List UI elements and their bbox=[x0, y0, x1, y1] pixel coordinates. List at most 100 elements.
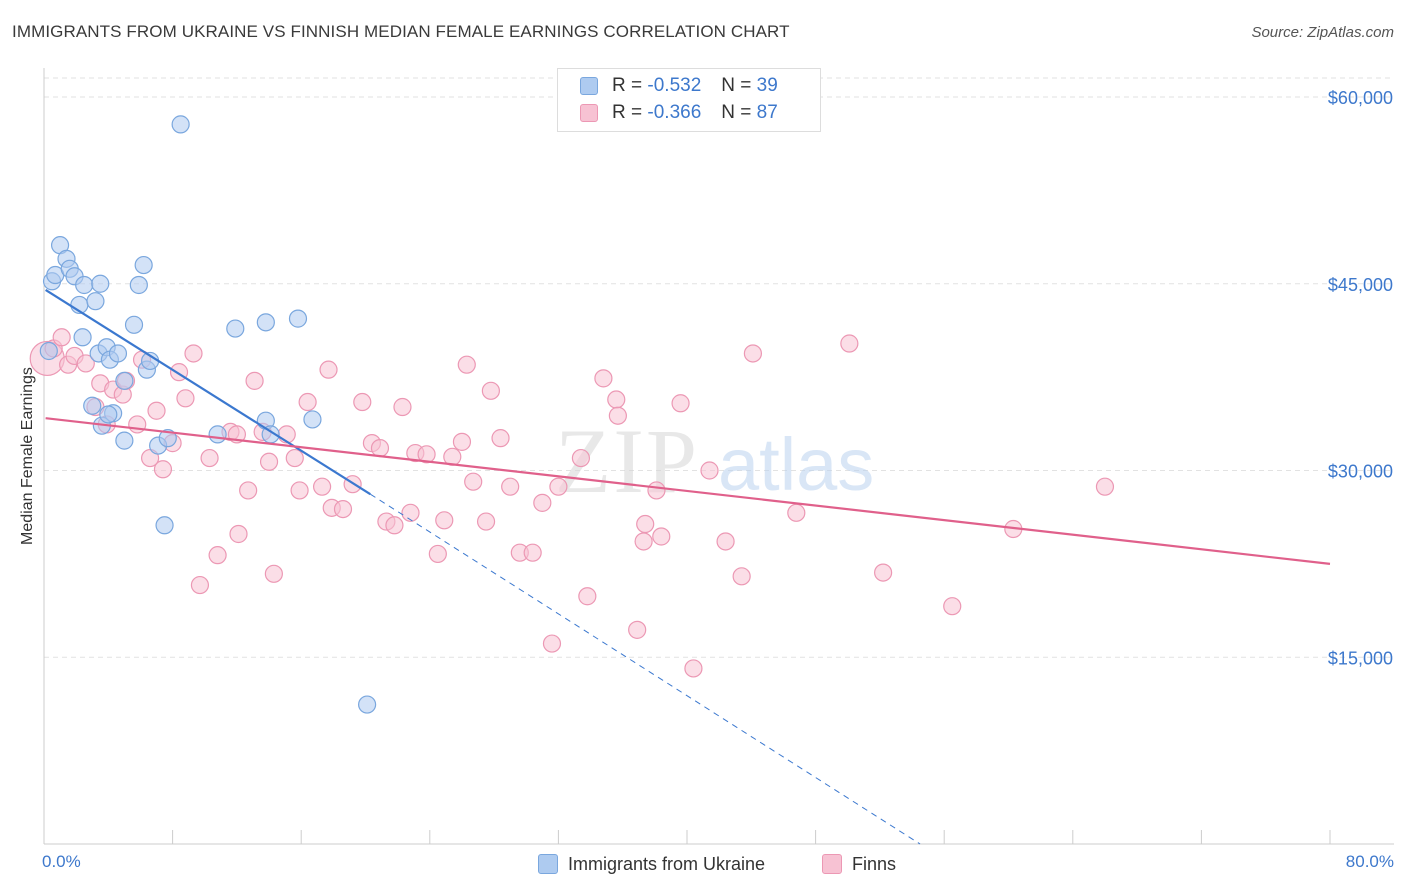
x-tick-min: 0.0% bbox=[42, 852, 81, 871]
r-label: R = bbox=[612, 102, 643, 123]
finns-point bbox=[491, 429, 510, 448]
n-label: N = bbox=[721, 102, 752, 123]
finns-point bbox=[501, 477, 520, 496]
y-tick-labels: $60,000 $45,000 $30,000 $15,000 bbox=[1328, 88, 1393, 668]
finns-point bbox=[290, 481, 309, 500]
finns-point bbox=[312, 477, 332, 496]
r-label: R = bbox=[612, 75, 643, 96]
finns-point bbox=[840, 334, 859, 353]
ukraine-point bbox=[73, 328, 92, 347]
stats-row-ukraine: R = -0.532 N = 39 bbox=[580, 74, 778, 98]
finns-point bbox=[229, 524, 248, 544]
legend-label: Finns bbox=[852, 853, 897, 874]
ukraine-point bbox=[115, 371, 134, 390]
finns-point bbox=[542, 634, 562, 653]
finns-point bbox=[435, 511, 454, 530]
source-credit: Source: ZipAtlas.com bbox=[1251, 24, 1394, 41]
ukraine-point bbox=[108, 344, 128, 363]
finns-point bbox=[533, 493, 552, 512]
ukraine-point bbox=[226, 319, 245, 338]
y-tick-label: $15,000 bbox=[1328, 648, 1393, 668]
ukraine-point bbox=[208, 425, 227, 444]
finns-trend-line bbox=[45, 417, 1331, 565]
r-value: -0.532 bbox=[647, 75, 702, 96]
finns-point bbox=[608, 406, 627, 425]
finns-point bbox=[319, 360, 338, 379]
finns-point bbox=[285, 448, 304, 468]
axes bbox=[43, 68, 1394, 845]
finns-point bbox=[264, 564, 283, 583]
finns-point bbox=[153, 460, 173, 479]
finns-point bbox=[52, 328, 71, 347]
finns-point bbox=[647, 481, 666, 500]
finns-point bbox=[208, 546, 227, 565]
finns-point bbox=[190, 575, 210, 595]
stats-legend: R = -0.532 N = 39 R = -0.366 N = 87 bbox=[557, 68, 821, 132]
n-label: N = bbox=[721, 75, 752, 96]
finns-point bbox=[652, 527, 671, 546]
ukraine-point bbox=[129, 275, 148, 295]
finns-point bbox=[464, 472, 483, 491]
ukraine-point bbox=[358, 695, 377, 714]
finns-point bbox=[607, 390, 626, 409]
ukraine-swatch bbox=[580, 77, 598, 95]
finns-point bbox=[184, 344, 203, 363]
finns-point bbox=[549, 477, 568, 496]
ukraine-point bbox=[86, 292, 105, 311]
finns-point bbox=[457, 355, 476, 374]
legend-item-ukraine[interactable]: Immigrants from Ukraine bbox=[538, 852, 765, 876]
finns-point bbox=[428, 544, 447, 564]
ukraine-point bbox=[124, 315, 144, 334]
ukraine-point bbox=[155, 516, 174, 535]
finns-point bbox=[943, 597, 962, 616]
finns-point bbox=[571, 448, 591, 468]
finns-point bbox=[452, 432, 472, 451]
finns-point bbox=[481, 381, 500, 400]
finns-point bbox=[259, 452, 279, 471]
n-value: 87 bbox=[756, 102, 778, 123]
finns-point bbox=[147, 401, 166, 420]
finns-point bbox=[417, 445, 436, 464]
finns-point bbox=[684, 659, 703, 678]
chart-title: IMMIGRANTS FROM UKRAINE VS FINNISH MEDIA… bbox=[12, 22, 790, 41]
ukraine-point bbox=[256, 313, 275, 332]
ukraine-point bbox=[171, 115, 190, 134]
finns-point bbox=[128, 415, 147, 434]
gridlines bbox=[44, 77, 1394, 658]
ukraine-trend-extension bbox=[370, 493, 921, 845]
finns-point bbox=[523, 543, 542, 562]
finns-point bbox=[628, 620, 647, 639]
ukraine-trend-line bbox=[45, 289, 371, 496]
y-tick-label: $60,000 bbox=[1328, 88, 1393, 108]
finns-point bbox=[401, 503, 420, 522]
stats-row-finns: R = -0.366 N = 87 bbox=[580, 101, 778, 125]
trend-lines bbox=[45, 289, 1331, 845]
finns-point bbox=[671, 394, 690, 413]
ukraine-point bbox=[115, 431, 134, 450]
finns-point bbox=[353, 392, 372, 412]
ukraine-point bbox=[75, 275, 94, 295]
finns-point bbox=[239, 481, 258, 500]
ukraine-point bbox=[158, 429, 177, 448]
finns-point bbox=[743, 344, 763, 363]
finns-point bbox=[385, 516, 404, 535]
finns-point bbox=[476, 512, 496, 531]
watermark-atlas: atlas bbox=[718, 423, 874, 506]
finns-point bbox=[716, 532, 735, 551]
y-tick-label: $45,000 bbox=[1328, 275, 1393, 295]
x-tick-max: 80.0% bbox=[1345, 852, 1394, 871]
finns-point bbox=[787, 503, 806, 522]
ukraine-point bbox=[303, 410, 322, 429]
legend-item-finns[interactable]: Finns bbox=[822, 852, 896, 876]
finns-point bbox=[874, 563, 893, 582]
ukraine-points bbox=[39, 115, 377, 714]
ukraine-point bbox=[39, 341, 58, 361]
ukraine-point bbox=[91, 274, 110, 293]
finns-point bbox=[176, 389, 195, 408]
ukraine-point bbox=[99, 405, 118, 424]
finns-point bbox=[1095, 477, 1115, 496]
ukraine-point bbox=[83, 396, 102, 415]
finns-point bbox=[298, 392, 317, 412]
finns-point bbox=[634, 532, 653, 551]
